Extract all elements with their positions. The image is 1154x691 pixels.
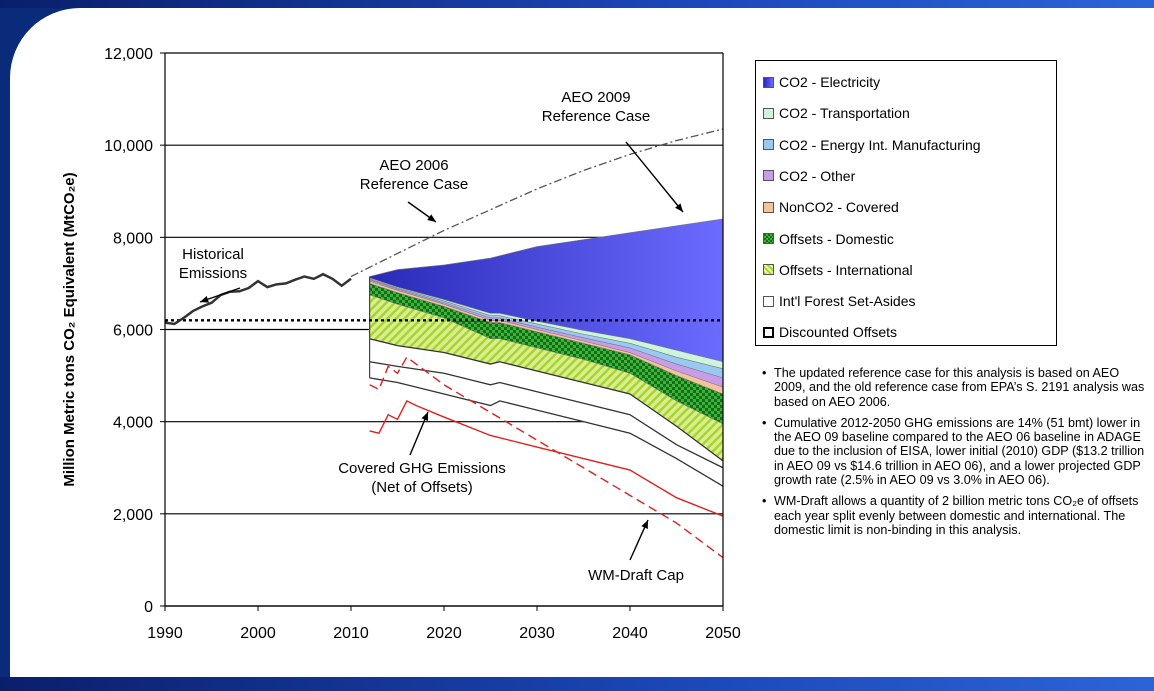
annotation-historical-line: Historical	[182, 246, 244, 263]
legend-swatch	[763, 139, 774, 151]
annotation-cap: WM-Draft Cap	[588, 567, 684, 584]
legend-item: Int'l Forest Set-Asides	[763, 292, 916, 310]
bullet-marker: •	[762, 366, 767, 380]
legend-label: CO2 - Transportation	[779, 105, 910, 122]
note-text: WM-Draft allows a quantity of 2 billion …	[774, 494, 1139, 537]
annotation-historical-line: Emissions	[179, 265, 247, 282]
legend-item: Discounted Offsets	[763, 323, 897, 341]
annotation-aeo2006: AEO 2006 Reference Case	[360, 157, 468, 193]
y-tick-label: 6,000	[113, 323, 153, 340]
x-tick-label: 2030	[519, 625, 555, 642]
area-int-l-forest-set-asides	[369, 338, 723, 468]
layer-edge	[369, 280, 724, 388]
layer-edge	[369, 283, 724, 395]
layer-edge	[369, 294, 724, 425]
arrow-aeo2006-head	[427, 214, 436, 222]
note-item: • Cumulative 2012-2050 GHG emissions are…	[762, 416, 1148, 487]
annotation-covered-line: (Net of Offsets)	[371, 479, 472, 496]
layer-edge	[369, 278, 724, 369]
legend-label: CO2 - Other	[779, 167, 856, 184]
legend-label: NonCO2 - Covered	[779, 199, 899, 216]
arrow-historical-head	[200, 295, 209, 303]
y-axis-label: Million Metric tons CO₂ Equivalent (MtCO…	[61, 172, 78, 486]
legend-item: CO2 - Other	[763, 167, 855, 185]
legend-item: NonCO2 - Covered	[763, 198, 899, 216]
legend-swatch	[763, 295, 774, 307]
legend-label: CO2 - Electricity	[779, 74, 881, 90]
area-nonco2-covered	[369, 281, 723, 395]
legend-label: Offsets - International	[779, 261, 913, 278]
note-item: • WM-Draft allows a quantity of 2 billio…	[762, 494, 1148, 537]
annotation-covered-line: Covered GHG Emissions	[338, 460, 506, 477]
legend-swatch	[763, 107, 774, 119]
legend-item: CO2 - Transportation	[763, 104, 910, 122]
y-tick-label: 2,000	[113, 507, 153, 524]
legend-swatch	[763, 201, 774, 213]
arrow-cap-head	[641, 520, 648, 529]
layer-edge	[369, 377, 724, 487]
legend-item: CO2 - Energy Int. Manufacturing	[763, 136, 981, 154]
legend-swatch	[763, 233, 774, 244]
y-tick-label: 0	[144, 599, 153, 616]
legend-swatch	[763, 76, 774, 88]
top-band	[0, 0, 1154, 8]
x-tick-label: 2000	[240, 625, 276, 642]
layer-edge	[369, 277, 724, 363]
y-tick-label: 8,000	[113, 230, 153, 247]
legend-swatch	[763, 326, 774, 338]
note-text: Cumulative 2012-2050 GHG emissions are 1…	[774, 415, 1145, 488]
area-co2-electricity	[369, 218, 723, 362]
layer-edge	[369, 338, 724, 462]
cap-dashed-line	[369, 356, 724, 559]
y-tick-label: 4,000	[113, 415, 153, 432]
legend-label: Offsets - Domestic	[779, 230, 894, 247]
legend-item: CO2 - Electricity	[763, 73, 880, 91]
legend-label: Int'l Forest Set-Asides	[779, 293, 916, 310]
arrow-aeo2009	[625, 141, 684, 213]
x-tick-label: 1990	[147, 625, 183, 642]
annotation-aeo2006-line: AEO 2006	[379, 157, 448, 174]
bullet-marker: •	[762, 494, 767, 509]
area-co2-energy-int-manufacturing	[369, 278, 723, 378]
legend-swatch	[763, 264, 774, 276]
arrow-covered-head	[421, 412, 429, 421]
cap-line	[369, 399, 724, 517]
legend-label: Discounted Offsets	[779, 324, 898, 341]
layer-edge	[369, 361, 724, 469]
annotation-aeo2009-line: Reference Case	[542, 108, 650, 125]
notes-list: • The updated reference case for this an…	[762, 366, 1148, 544]
legend-item: Offsets - International	[763, 261, 913, 279]
area-offsets-domestic	[369, 283, 723, 424]
x-tick-label: 2050	[705, 625, 741, 642]
aeo2006-line	[350, 128, 724, 278]
annotation-historical: Historical Emissions	[179, 246, 247, 282]
bullet-marker: •	[762, 415, 767, 430]
note-text: The updated reference case for this anal…	[774, 366, 1145, 409]
annotation-cap-line: WM-Draft Cap	[588, 567, 684, 584]
chart-legend: CO2 - Electricity CO2 - Transportation CO2…	[755, 60, 1057, 346]
legend-label: CO2 - Energy Int. Manufacturing	[779, 136, 981, 153]
annotation-aeo2006-line: Reference Case	[360, 176, 468, 193]
historical-line	[164, 272, 352, 326]
bottom-band	[0, 677, 1154, 691]
annotation-covered: Covered GHG Emissions (Net of Offsets)	[338, 460, 506, 496]
annotation-aeo2009-line: AEO 2009	[561, 89, 630, 106]
layer-edge	[369, 279, 724, 379]
arrow-aeo2009-head	[675, 203, 683, 212]
x-tick-label: 2040	[612, 625, 648, 642]
y-tick-label: 12,000	[104, 46, 153, 63]
layer-edge	[369, 218, 724, 277]
legend-item: Offsets - Domestic	[763, 230, 894, 248]
x-tick-label: 2010	[333, 625, 369, 642]
annotation-aeo2009: AEO 2009 Reference Case	[542, 89, 650, 125]
note-item: • The updated reference case for this an…	[762, 366, 1148, 409]
legend-swatch	[763, 170, 774, 182]
area-offsets-international	[369, 294, 723, 461]
x-tick-label: 2020	[426, 625, 462, 642]
y-tick-label: 10,000	[104, 138, 153, 155]
